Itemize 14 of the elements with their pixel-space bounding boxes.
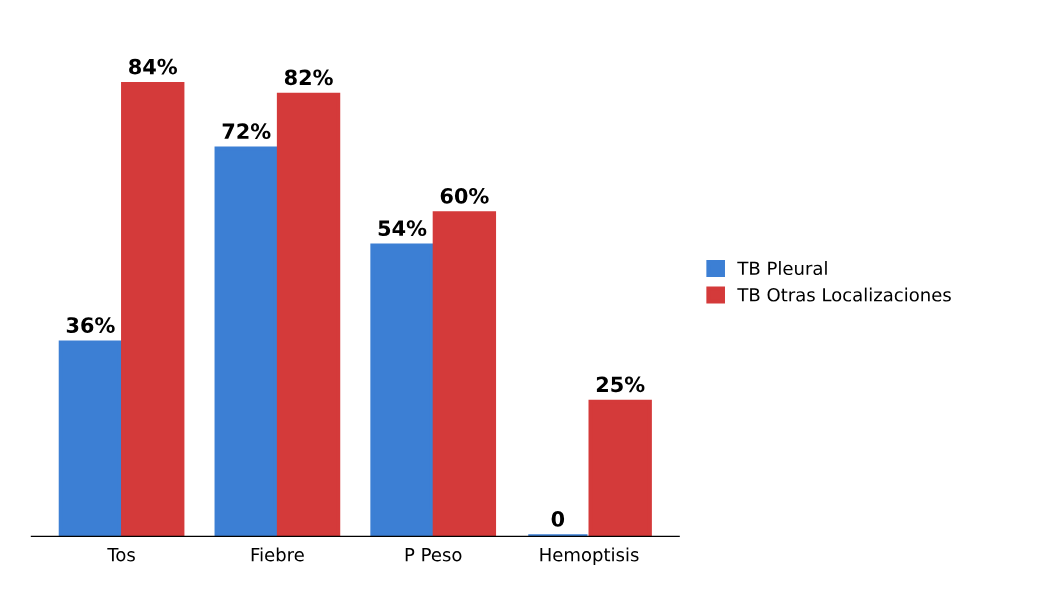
data-label: 36% <box>66 317 115 333</box>
data-label: 60% <box>440 187 489 204</box>
data-label: 84% <box>129 58 177 75</box>
x-tick-label: P Peso <box>405 548 462 562</box>
data-label: 25% <box>596 376 645 393</box>
legend-label: TB Otras Localizaciones <box>737 287 951 302</box>
data-label: 72% <box>222 123 271 140</box>
data-label: 0 <box>551 511 565 527</box>
data-label: 54% <box>378 220 427 237</box>
x-tick-label: Tos <box>107 548 135 562</box>
x-tick-label: Fiebre <box>251 547 304 562</box>
x-tick-label: Hemoptisis <box>540 547 639 565</box>
legend-label: TB Pleural <box>737 261 827 276</box>
data-label: 82% <box>284 69 333 86</box>
